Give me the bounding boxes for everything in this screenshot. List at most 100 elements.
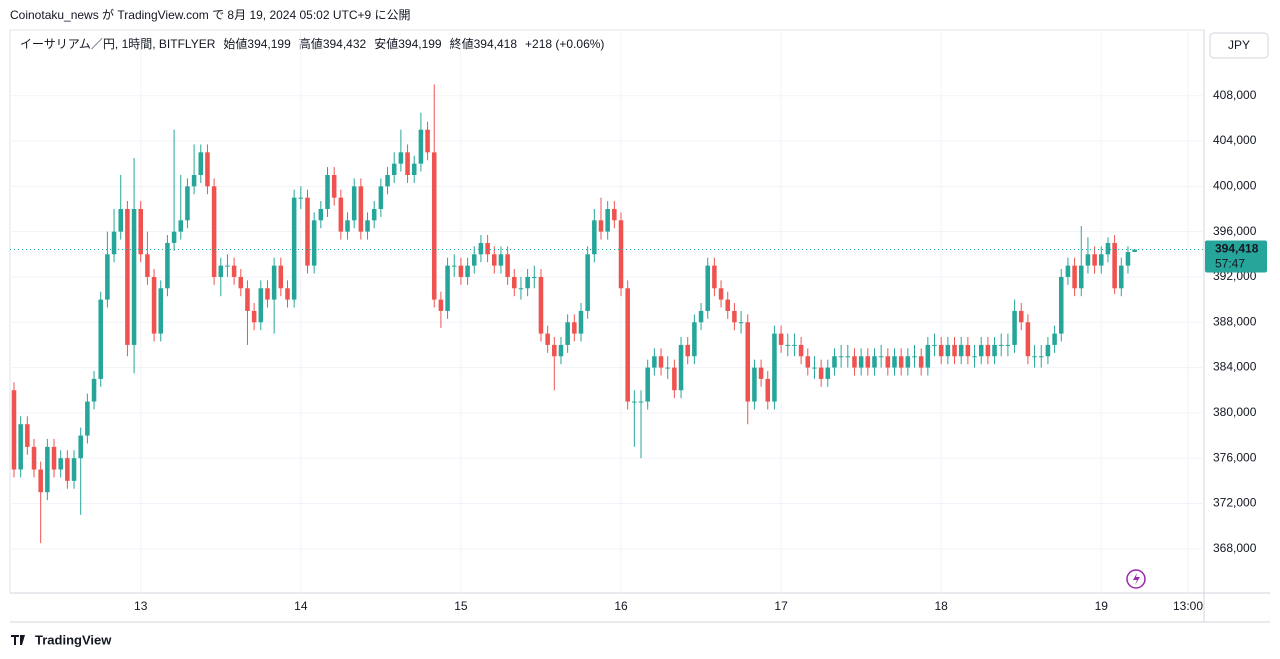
candle-body [438, 299, 444, 311]
candle-body [505, 254, 510, 277]
candle-body [385, 174, 390, 187]
candle-body [45, 446, 50, 493]
candle-body [431, 152, 437, 300]
candle-body [658, 356, 664, 368]
candle-body [125, 208, 130, 345]
candle-body [98, 299, 103, 379]
candle-body [965, 344, 971, 357]
candle-body [952, 344, 957, 357]
tv-logo [11, 635, 25, 645]
candle-body [798, 344, 804, 357]
legend-text: 始値 [223, 36, 247, 51]
candle-body [578, 310, 584, 334]
candle-body [405, 152, 410, 175]
y-tick-label: 380,000 [1213, 405, 1257, 419]
candle-body [65, 458, 70, 481]
candle-body [885, 356, 891, 368]
candle-body [271, 265, 277, 300]
candle-body [958, 344, 964, 357]
legend-text: 394,432 [323, 37, 367, 51]
candle-body [532, 276, 537, 278]
candle-body [672, 367, 677, 391]
candle-body [251, 310, 257, 323]
candle-body [58, 458, 63, 470]
candle-body [458, 265, 464, 277]
candle-body [425, 129, 430, 153]
y-tick-label: 408,000 [1213, 88, 1257, 102]
candle-body [118, 208, 123, 232]
last-price-box [1205, 240, 1267, 273]
candle-body [865, 356, 871, 368]
candle-body [158, 288, 164, 334]
legend-text: 394,199 [247, 37, 291, 51]
candle-body [878, 356, 884, 358]
candle-body [792, 344, 797, 346]
candle-body [972, 356, 977, 358]
candle-body [772, 333, 777, 402]
candle-body [765, 378, 771, 402]
candle-body [698, 310, 704, 323]
currency-button[interactable] [1209, 32, 1269, 59]
candle-body [111, 231, 117, 255]
candle-body [912, 356, 917, 358]
candle-body [51, 446, 57, 470]
x-tick-label: 13 [134, 599, 148, 613]
candle-body [71, 458, 77, 481]
legend-text: 394,199 [398, 37, 442, 51]
legend-text: 394,418 [474, 37, 518, 51]
x-tick-label: 16 [614, 599, 628, 613]
x-tick-label: 15 [454, 599, 468, 613]
y-tick-label: 384,000 [1213, 360, 1257, 374]
candle-body [291, 197, 297, 300]
legend-text: +218 (+0.06%) [525, 37, 604, 51]
candle-body [345, 220, 350, 232]
candle-body [105, 254, 110, 300]
candle-body [365, 220, 370, 232]
candle-body [378, 186, 384, 209]
candle-body [245, 288, 250, 311]
candle-body [918, 356, 924, 368]
candle-body [858, 356, 864, 368]
candle-body [185, 186, 190, 221]
candle-body [331, 174, 337, 198]
candle-body [598, 220, 604, 232]
event-icon[interactable] [1126, 569, 1146, 589]
candle-body [418, 129, 424, 164]
candle-body [685, 344, 690, 357]
candle-body [91, 378, 97, 402]
candle-body [1072, 265, 1077, 289]
candle-body [338, 197, 344, 232]
candle-body [278, 265, 284, 289]
candle-body [538, 276, 544, 334]
candle-body [945, 344, 951, 357]
candle-body [745, 322, 751, 402]
candle-body [165, 242, 170, 289]
y-tick-label: 372,000 [1213, 496, 1257, 510]
y-tick-label: 376,000 [1213, 450, 1257, 464]
candle-body [785, 344, 791, 346]
candle-body [225, 265, 230, 267]
candle-body [205, 152, 210, 187]
candle-body [592, 220, 597, 255]
candle-body [925, 344, 931, 368]
candle-body [1052, 333, 1057, 345]
candle-body [932, 344, 937, 346]
countdown: 57:47 [1215, 257, 1245, 271]
candle-body [718, 288, 724, 300]
candle-body [712, 265, 717, 289]
candle-body [752, 367, 757, 402]
candle-body [1112, 242, 1117, 289]
candle-body [138, 208, 144, 255]
y-tick-label: 404,000 [1213, 133, 1257, 147]
candle-body [678, 344, 684, 391]
candle-body [411, 163, 417, 175]
candle-body [552, 344, 557, 357]
candle-body [545, 333, 550, 345]
candle-body [471, 254, 477, 266]
candle-body [625, 288, 630, 402]
candle-body [805, 356, 811, 368]
x-tick-label: 14 [294, 599, 308, 613]
